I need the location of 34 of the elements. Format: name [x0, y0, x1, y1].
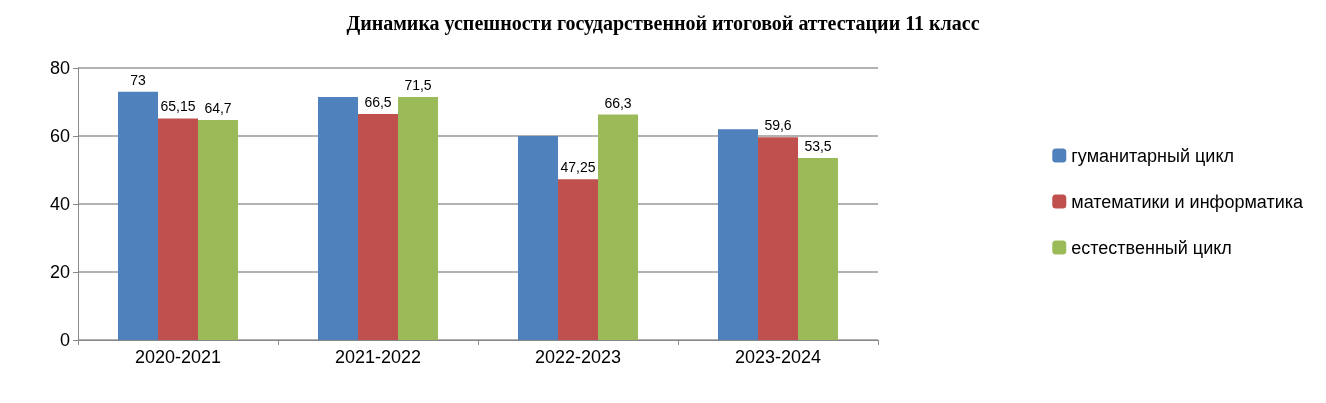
bar [358, 113, 398, 340]
data-label: 65,15 [160, 98, 196, 115]
y-tick-label: 0 [59, 330, 70, 350]
bar [198, 120, 238, 340]
data-label: 66,5 [364, 93, 392, 110]
chart-title: Динамика успешности государственной итоговой аттестации 11 класс [346, 12, 980, 35]
data-label: 47,25 [560, 159, 596, 176]
y-tick-label: 20 [49, 262, 70, 282]
bar [118, 91, 158, 340]
data-label: 66,3 [604, 94, 632, 111]
y-tick-label: 60 [49, 126, 70, 146]
data-label: 53,5 [804, 138, 832, 155]
data-label: 71,5 [404, 76, 432, 93]
bar [758, 137, 798, 340]
bar [518, 136, 558, 340]
data-label: 73 [130, 71, 146, 88]
bar [158, 118, 198, 340]
x-tick-label: 2022-2023 [534, 347, 622, 367]
y-tick-label: 40 [49, 194, 70, 214]
data-label: 64,7 [204, 100, 232, 117]
x-tick-label: 2023-2024 [734, 347, 822, 367]
x-tick-label: 2021-2022 [334, 347, 422, 367]
bar [718, 129, 758, 340]
bar [318, 96, 358, 340]
bar [798, 158, 838, 340]
legend-label: гуманитарный цикл [1071, 145, 1234, 166]
bar [558, 179, 598, 340]
legend-label: естественный цикл [1071, 237, 1232, 258]
legend-label: математики и информатика [1071, 191, 1304, 212]
y-tick-label: 80 [49, 58, 70, 78]
bar [598, 114, 638, 340]
x-tick-label: 2020-2021 [134, 347, 222, 367]
bar [398, 96, 438, 340]
data-label: 59,6 [764, 117, 792, 134]
